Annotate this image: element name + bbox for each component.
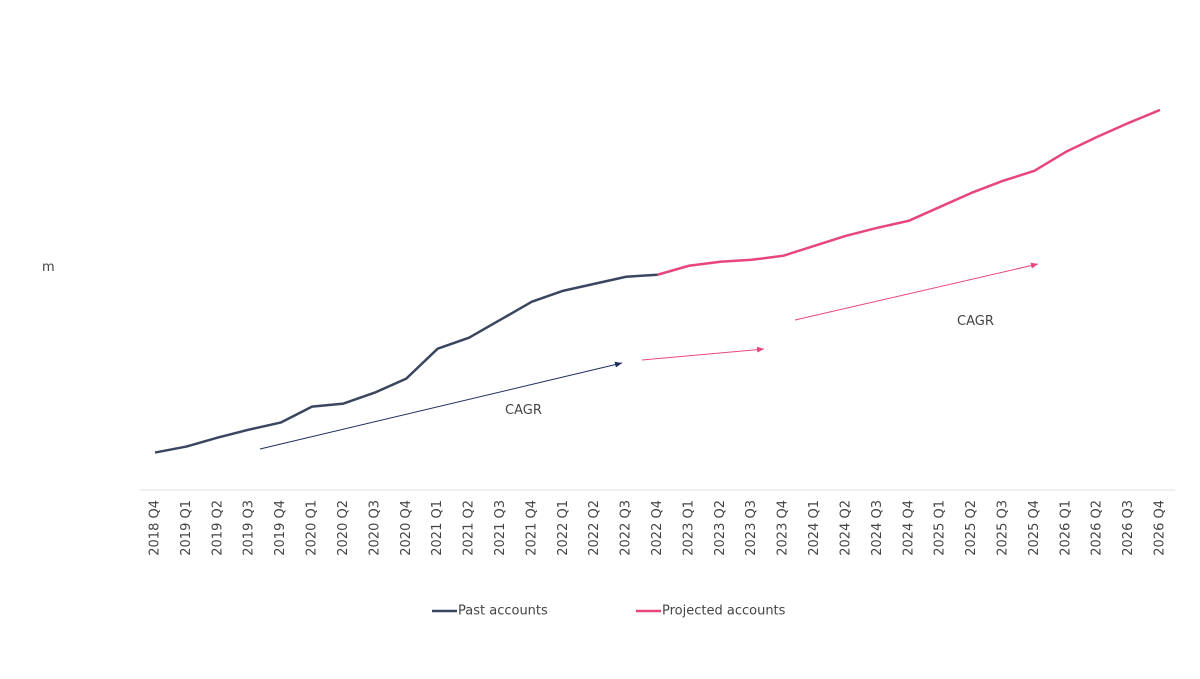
x-tick-label: 2020 Q4 <box>399 500 414 556</box>
x-tick-label: 2021 Q3 <box>493 500 508 556</box>
x-tick-label: 2020 Q2 <box>336 500 351 556</box>
annotation: CAGR <box>505 403 542 418</box>
x-tick-label: 2024 Q4 <box>901 500 916 556</box>
x-tick-label: 2019 Q2 <box>210 500 225 556</box>
x-tick-label: 2021 Q2 <box>462 500 477 556</box>
x-tick-label: 2018 Q4 <box>148 500 163 556</box>
x-tick-label: 2019 Q1 <box>179 500 194 556</box>
x-tick-label: 2019 Q3 <box>242 500 257 556</box>
x-tick-label: 2026 Q2 <box>1090 500 1105 556</box>
x-tick-label: 2023 Q2 <box>713 500 728 556</box>
legend: Past accounts Projected accounts <box>432 604 786 619</box>
x-tick-label: 2022 Q3 <box>619 500 634 556</box>
cagr-arrow <box>259 361 623 450</box>
x-tick-label: 2024 Q1 <box>807 500 822 556</box>
legend-label: Projected accounts <box>662 604 786 619</box>
x-tick-label: 2022 Q4 <box>650 500 665 556</box>
x-tick-label: 2020 Q1 <box>305 500 320 556</box>
annotation: CAGR <box>957 314 994 329</box>
x-tick-label: 2025 Q3 <box>995 500 1010 556</box>
x-tick-label: 2025 Q2 <box>964 500 979 556</box>
legend-label: Past accounts <box>458 604 548 619</box>
x-tick-label: 2022 Q1 <box>556 500 571 556</box>
y-axis-label: m <box>42 260 55 275</box>
x-tick-label: 2019 Q4 <box>273 500 288 556</box>
x-tick-label: 2023 Q4 <box>776 500 791 556</box>
x-tick-label: 2025 Q1 <box>933 500 948 556</box>
x-tick-label: 2023 Q3 <box>744 500 759 556</box>
x-tick-label: 2021 Q1 <box>430 500 445 556</box>
x-tick-label: 2024 Q2 <box>838 500 853 556</box>
x-tick-label: 2020 Q3 <box>367 500 382 556</box>
x-tick-label: 2026 Q1 <box>1058 500 1073 556</box>
plot-area <box>154 108 1161 454</box>
cagr-arrow <box>794 262 1039 321</box>
x-tick-label: 2024 Q3 <box>870 500 885 556</box>
series-line <box>154 273 658 454</box>
x-tick-label: 2022 Q2 <box>587 500 602 556</box>
x-tick-label: 2026 Q4 <box>1153 500 1168 556</box>
x-tick-label: 2021 Q4 <box>524 500 539 556</box>
x-tick-label: 2025 Q4 <box>1027 500 1042 556</box>
growth-arrow <box>641 346 765 361</box>
x-tick-label: 2026 Q3 <box>1121 500 1136 556</box>
series-line <box>657 108 1161 276</box>
x-tick-label: 2023 Q1 <box>681 500 696 556</box>
